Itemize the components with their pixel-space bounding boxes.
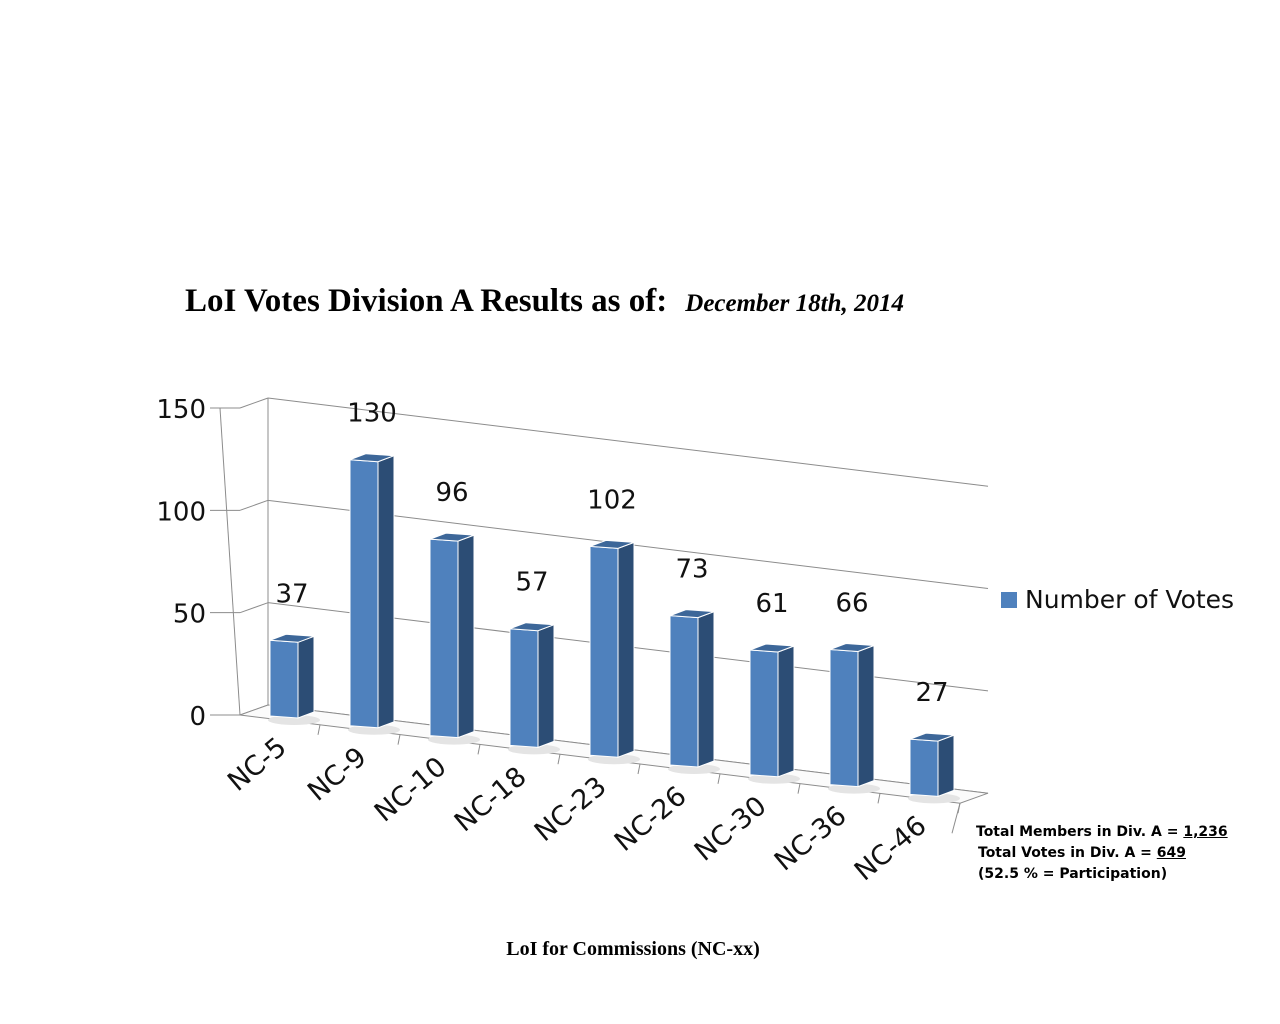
bar-shadow xyxy=(748,773,800,784)
bar-top xyxy=(669,609,715,619)
bar-top xyxy=(509,622,555,632)
data-label: 73 xyxy=(675,555,708,585)
bar-shadow xyxy=(908,793,960,804)
bar-top xyxy=(589,539,635,549)
y-tick-label: 50 xyxy=(173,600,206,630)
x-tick-label: NC-9 xyxy=(302,741,372,807)
total-votes-label: Total Votes in Div. A = xyxy=(978,845,1157,861)
bar-side xyxy=(457,534,475,739)
legend-label: Number of Votes xyxy=(1025,585,1235,614)
x-tick-mark xyxy=(957,803,961,814)
y-tick-label: 0 xyxy=(189,702,206,732)
bar-top xyxy=(749,643,795,653)
x-tick-label: NC-18 xyxy=(449,761,533,838)
x-tick-label: NC-46 xyxy=(849,810,933,887)
bar xyxy=(589,545,619,758)
bar-top xyxy=(269,633,315,643)
x-tick-label: NC-36 xyxy=(769,800,853,877)
data-label: 130 xyxy=(347,399,397,429)
bar-side xyxy=(617,541,635,758)
bar xyxy=(269,639,299,719)
division-stats: Total Members in Div. A = 1,236 Total Vo… xyxy=(976,822,1228,885)
data-label: 102 xyxy=(587,485,637,515)
data-label: 37 xyxy=(275,579,308,609)
data-label: 27 xyxy=(915,678,948,708)
x-tick-label: NC-23 xyxy=(529,771,613,848)
x-tick-label: NC-5 xyxy=(222,732,292,798)
bar xyxy=(909,738,939,797)
data-label: 66 xyxy=(835,589,868,619)
data-label: 61 xyxy=(755,589,788,619)
x-tick-label: NC-10 xyxy=(369,751,453,828)
bar-shadow xyxy=(588,754,640,765)
y-tick-label: 100 xyxy=(156,497,206,527)
x-tick-label: NC-30 xyxy=(689,790,773,867)
bar-top xyxy=(429,532,475,542)
bar xyxy=(429,538,459,739)
x-tick-mark xyxy=(877,793,881,804)
data-label: 96 xyxy=(435,478,468,508)
bar-side xyxy=(697,610,715,768)
bar-top xyxy=(349,453,395,463)
total-members-label: Total Members in Div. A = xyxy=(976,824,1184,840)
x-tick-mark xyxy=(397,734,401,745)
bar-side xyxy=(777,645,795,778)
bar-side xyxy=(937,734,955,798)
x-tick-mark xyxy=(637,763,641,775)
legend: Number of Votes xyxy=(1001,585,1234,614)
bar-shadow xyxy=(348,724,400,735)
bar-shadow xyxy=(428,734,480,745)
side-wall-gridline xyxy=(239,397,269,409)
total-votes-value: 649 xyxy=(1156,845,1186,861)
bar xyxy=(669,615,699,768)
bar-top xyxy=(909,732,955,742)
bar-side xyxy=(857,644,875,788)
bar-top xyxy=(829,642,875,653)
side-wall-gridline xyxy=(239,499,269,511)
gridline xyxy=(267,397,989,487)
bar-side xyxy=(377,454,395,729)
total-votes: Total Votes in Div. A = 649 xyxy=(976,843,1228,864)
bar xyxy=(749,649,779,778)
bar-side xyxy=(537,623,555,749)
bar-side xyxy=(297,635,315,719)
x-axis-title: LoI for Commissions (NC-xx) xyxy=(506,938,760,960)
participation: (52.5 % = Participation) xyxy=(978,866,1168,882)
y-tick-label: 150 xyxy=(156,395,206,425)
x-tick-mark xyxy=(317,724,321,735)
bar xyxy=(349,459,379,729)
chart-title-main: LoI Votes Division A Results as of: xyxy=(185,283,668,319)
x-tick-mark xyxy=(477,744,481,755)
legend-swatch xyxy=(1001,591,1017,608)
total-members-value: 1,236 xyxy=(1183,824,1228,840)
x-tick-label: NC-26 xyxy=(609,781,693,858)
bar-shadow xyxy=(828,783,880,794)
bar-shadow xyxy=(268,715,320,725)
total-members: Total Members in Div. A = 1,236 xyxy=(976,822,1228,843)
bar-shadow xyxy=(508,744,560,755)
bar xyxy=(829,648,859,788)
x-tick-mark xyxy=(717,773,721,784)
chart-title-date: December 18th, 2014 xyxy=(685,290,904,317)
x-tick-mark xyxy=(557,754,561,765)
bar-shadow xyxy=(668,764,720,774)
bar xyxy=(509,628,539,748)
y-axis-line xyxy=(219,407,241,716)
data-label: 57 xyxy=(515,568,548,598)
chart-title: LoI Votes Division A Results as of: Dece… xyxy=(185,283,904,320)
side-wall-gridline xyxy=(239,602,269,614)
x-tick-mark xyxy=(797,783,801,794)
